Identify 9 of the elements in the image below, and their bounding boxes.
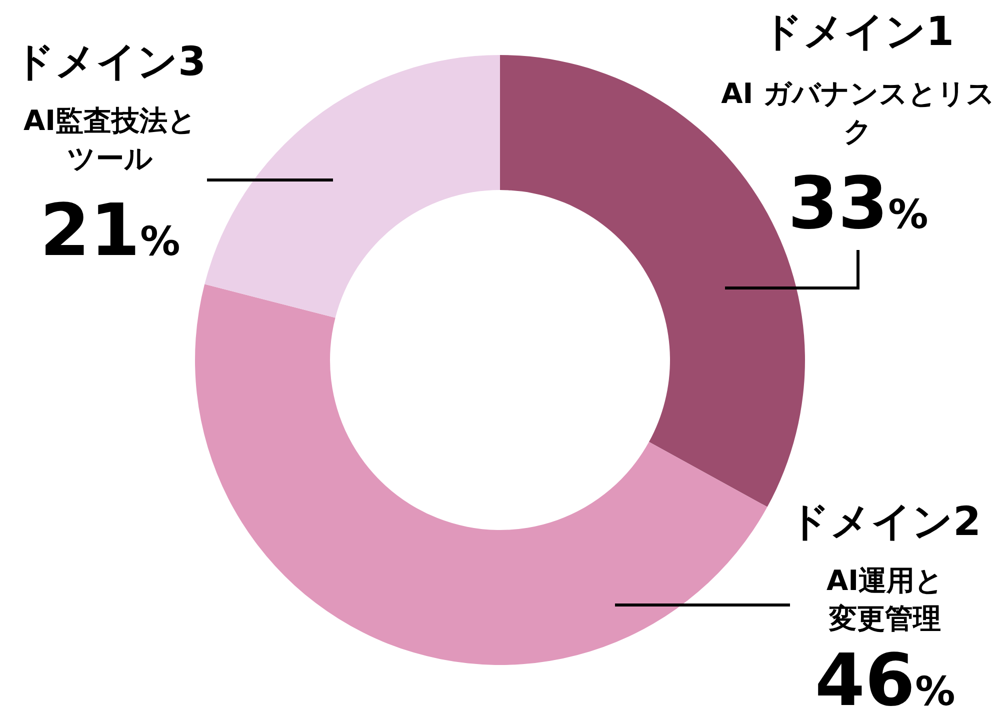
text: AI監査技法とツール — [23, 104, 197, 175]
text: AI ガバナンスとリスク — [721, 77, 995, 148]
slice-label: ドメイン2 — [789, 499, 981, 545]
slice-label: ドメイン1 — [762, 9, 954, 55]
text: AI運用と変更管理 — [826, 564, 944, 635]
data-label: 21% — [40, 188, 180, 272]
data-label: 33% — [788, 161, 928, 245]
data-label: 46% — [814, 638, 956, 716]
slice-label: ドメイン3 — [14, 39, 206, 85]
